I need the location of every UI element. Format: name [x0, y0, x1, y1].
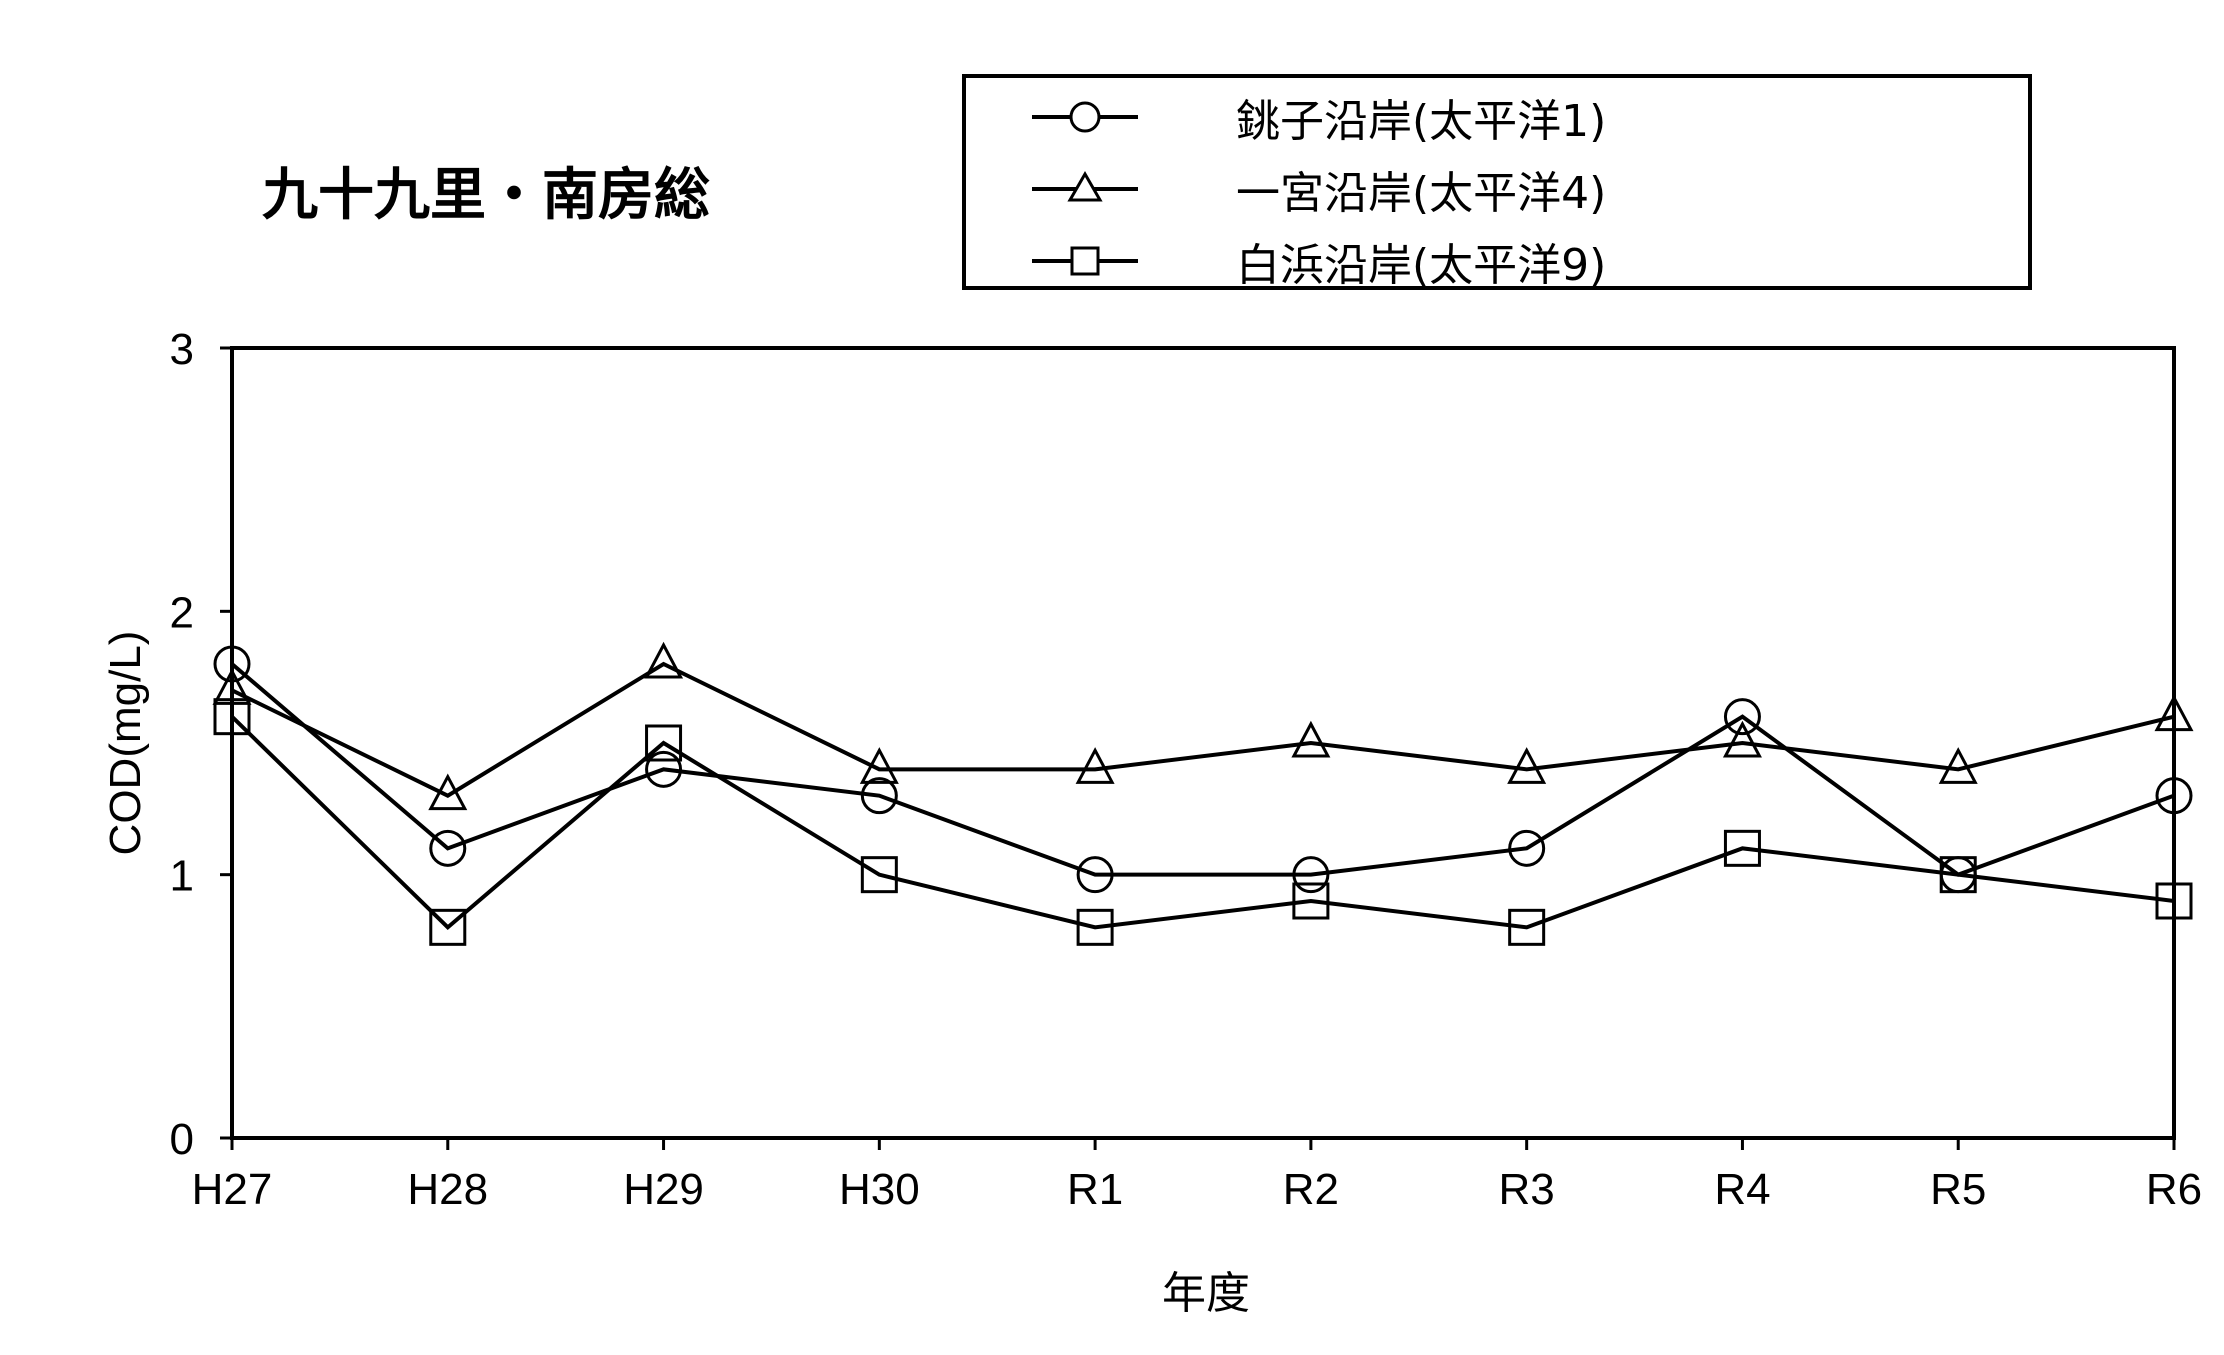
- square-data-point: [645, 724, 683, 762]
- circle-data-point: [1076, 856, 1114, 894]
- x-tick-label: H29: [623, 1165, 704, 1214]
- legend-label-series-2: 一宮沿岸(太平洋4): [1236, 168, 1607, 219]
- circle-data-point: [2155, 777, 2193, 815]
- y-tick-label: 3: [170, 325, 194, 374]
- triangle-data-point: [644, 641, 684, 679]
- legend-entry-series-3: 白浜沿岸(太平洋9): [1032, 226, 1607, 296]
- triangle-data-point: [2154, 694, 2194, 732]
- x-tick-label: R4: [1714, 1165, 1770, 1214]
- legend-entry-series-1: 銚子沿岸(太平洋1): [1032, 82, 1607, 152]
- x-tick-label: H30: [839, 1165, 920, 1214]
- x-tick-label: R3: [1499, 1165, 1555, 1214]
- x-axis: H27 H28 H29 H30 R1 R2 R3 R4 R5 R6: [192, 1138, 2202, 1214]
- legend-square-marker-icon: [1032, 246, 1138, 276]
- circle-data-point: [860, 777, 898, 815]
- triangle-data-point: [212, 668, 252, 705]
- circle-data-point: [645, 750, 683, 788]
- series-line-3: [230, 715, 2175, 931]
- square-data-point: [1939, 856, 1977, 894]
- circle-data-point: [1292, 856, 1330, 894]
- legend-triangle-marker-icon: [1032, 170, 1138, 202]
- series-markers: [212, 641, 2194, 946]
- x-tick-label: R6: [2146, 1165, 2202, 1214]
- legend-entry-series-2: 一宮沿岸(太平洋4): [1032, 154, 1607, 224]
- chart-title: 九十九里・南房総: [262, 163, 710, 228]
- series-line-2: [231, 661, 2175, 798]
- y-axis: 0 1 2 3: [170, 325, 232, 1164]
- square-data-point: [1723, 829, 1761, 867]
- y-tick-label: 0: [170, 1115, 194, 1164]
- y-tick-label: 1: [170, 852, 194, 901]
- series-line-1: [230, 662, 2175, 877]
- triangle-data-point: [1291, 720, 1331, 758]
- circle-data-point: [1508, 829, 1546, 867]
- x-tick-label: R1: [1067, 1165, 1123, 1214]
- x-tick-label: H28: [407, 1165, 488, 1214]
- triangle-data-point: [428, 773, 468, 811]
- triangle-data-point: [859, 747, 899, 784]
- triangle-data-point: [1938, 747, 1978, 784]
- square-data-point: [2155, 882, 2193, 920]
- square-data-point: [1076, 908, 1114, 946]
- series-lines: [230, 661, 2175, 931]
- square-data-point: [1508, 908, 1546, 946]
- y-tick-label: 2: [170, 588, 194, 637]
- triangle-data-point: [1722, 720, 1762, 758]
- square-data-point: [860, 856, 898, 894]
- circle-data-point: [1723, 698, 1761, 736]
- circle-data-point: [429, 829, 467, 867]
- y-axis-label: COD(mg/L): [101, 631, 150, 856]
- legend: 銚子沿岸(太平洋1) 一宮沿岸(太平洋4) 白浜沿岸(太平洋9): [962, 74, 2032, 291]
- legend-label-series-1: 銚子沿岸(太平洋1): [1236, 96, 1607, 147]
- legend-label-series-3: 白浜沿岸(太平洋9): [1236, 240, 1607, 291]
- x-tick-label: R5: [1930, 1165, 1986, 1214]
- triangle-data-point: [1507, 747, 1547, 784]
- legend-circle-marker-icon: [1032, 101, 1138, 133]
- circle-data-point: [213, 645, 251, 683]
- x-tick-label: H27: [192, 1165, 273, 1214]
- square-data-point: [429, 908, 467, 946]
- square-data-point: [1292, 882, 1330, 920]
- triangle-data-point: [1075, 747, 1115, 784]
- plot-area-frame: [230, 346, 2176, 1140]
- x-axis-label: 年度: [1162, 1269, 1250, 1318]
- x-tick-label: R2: [1283, 1165, 1339, 1214]
- square-data-point: [213, 698, 251, 736]
